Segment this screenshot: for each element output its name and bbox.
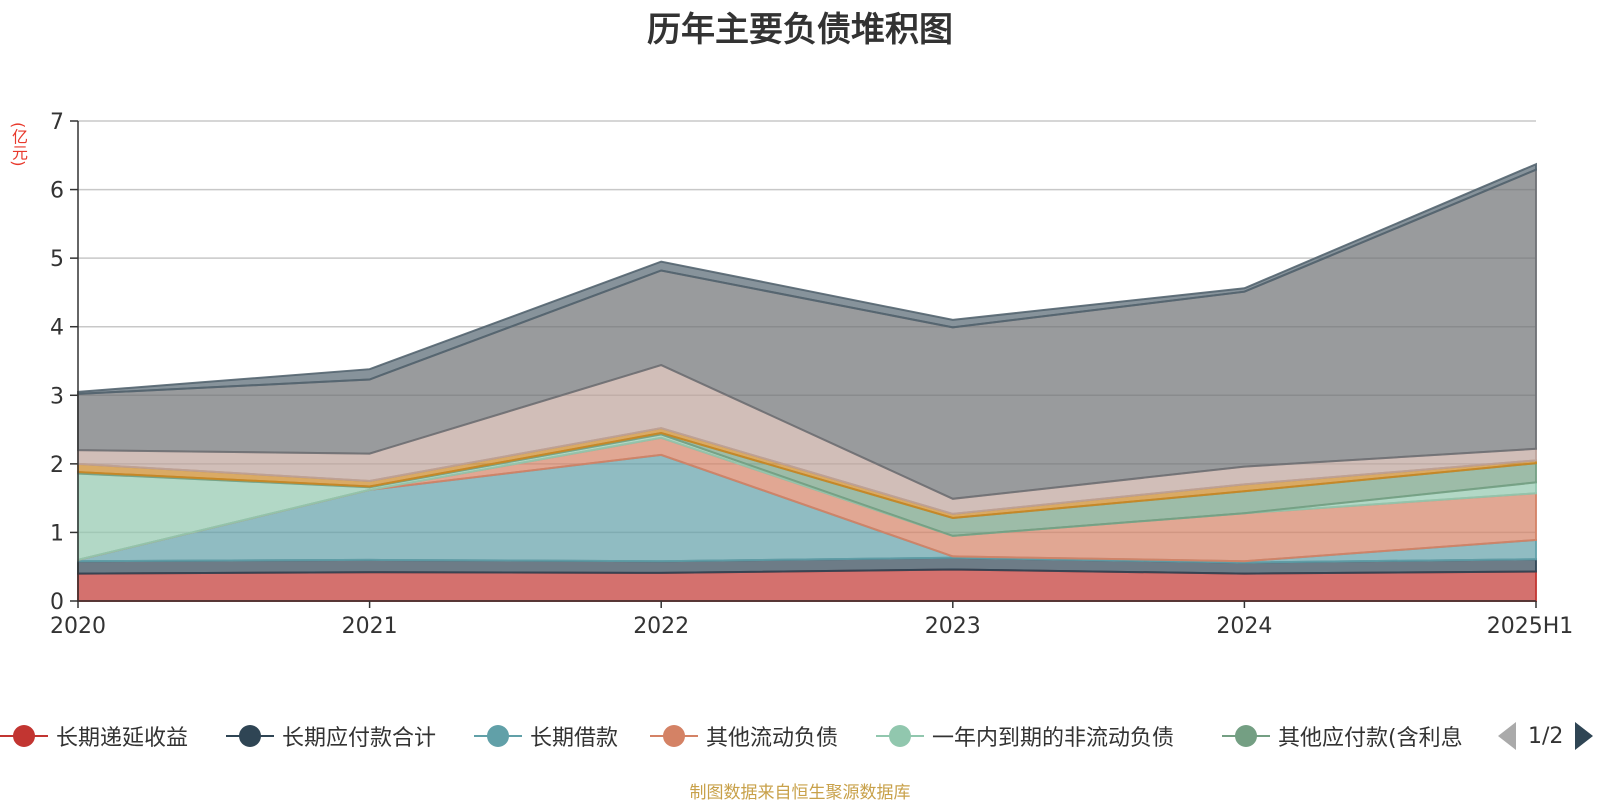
legend-marker-icon: [0, 716, 48, 756]
legend-marker-icon: [650, 716, 698, 756]
y-tick-label: 3: [50, 384, 64, 409]
legend-item[interactable]: 长期应付款合计: [226, 716, 436, 756]
y-tick-label: 7: [50, 110, 64, 135]
y-tick-label: 6: [50, 179, 64, 204]
x-tick-label: 2025H1: [1487, 614, 1574, 639]
legend-item[interactable]: 其他应付款(含利息: [1222, 716, 1463, 756]
legend: 长期递延收益 长期应付款合计 长期借款 其他流动负债 一年内到期的非流动负债 其他应付款(…: [0, 716, 1600, 756]
legend-label: 其他流动负债: [706, 726, 839, 751]
x-tick-label: 2024: [1216, 614, 1272, 639]
legend-page-indicator: 1/2: [1528, 723, 1564, 749]
legend-label: 其他应付款(含利息: [1278, 726, 1463, 751]
y-tick-label: 5: [50, 247, 64, 272]
area-series-0[interactable]: [77, 568, 1537, 602]
legend-marker-icon: [226, 716, 274, 756]
area-series-9[interactable]: [77, 162, 1537, 395]
legend-prev-page-icon[interactable]: [1498, 722, 1516, 750]
y-tick-label: 4: [50, 316, 64, 341]
chart-title: 历年主要负债堆积图: [647, 10, 953, 50]
legend-marker-icon: [1222, 716, 1270, 756]
legend-item[interactable]: 长期递延收益: [0, 716, 188, 756]
legend-marker-icon: [474, 716, 522, 756]
legend-label: 长期递延收益: [56, 726, 189, 751]
legend-item[interactable]: 一年内到期的非流动负债: [876, 716, 1174, 756]
axis-layer: 0 1 2 3 4 5 6 7 2020 2021 2022 2023 2024 2025H1: [50, 110, 1573, 639]
legend-label: 一年内到期的非流动负债: [932, 726, 1175, 751]
legend-label: 长期应付款合计: [282, 726, 437, 751]
x-tick-label: 2022: [633, 614, 689, 639]
legend-pager: 1/2: [1498, 716, 1594, 756]
x-tick-label: 2023: [925, 614, 981, 639]
legend-next-page-icon[interactable]: [1575, 722, 1594, 750]
y-tick-label: 1: [50, 521, 64, 546]
legend-marker-icon: [876, 716, 924, 756]
source-note: 制图数据来自恒生聚源数据库: [689, 783, 911, 803]
y-tick-label: 2: [50, 453, 64, 478]
x-tick-label: 2021: [342, 614, 398, 639]
legend-item[interactable]: 长期借款: [474, 716, 618, 756]
x-tick-label: 2020: [50, 614, 106, 639]
legend-item[interactable]: 其他流动负债: [650, 716, 838, 756]
y-axis-unit-label: (亿元): [9, 122, 28, 167]
y-tick-label: 0: [50, 590, 64, 615]
legend-label: 长期借款: [530, 726, 619, 751]
area-layer: [77, 162, 1537, 602]
